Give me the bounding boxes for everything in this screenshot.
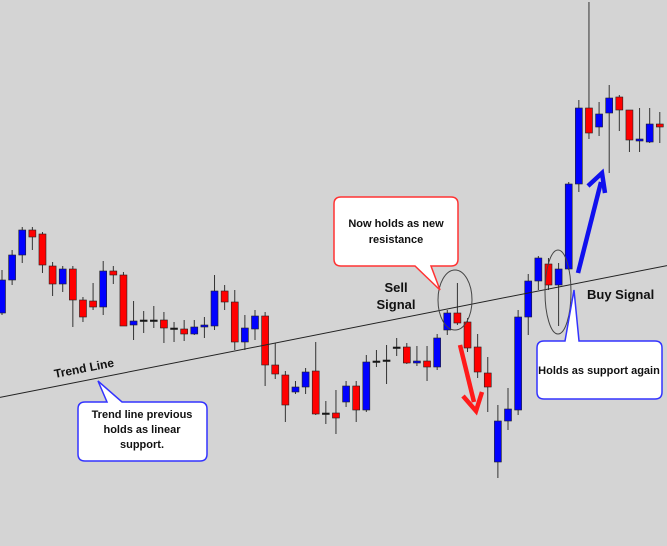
bullish-candle (575, 107, 583, 185)
bearish-candle (48, 265, 57, 285)
bullish-candle (200, 324, 209, 328)
bearish-candle (423, 360, 431, 368)
bearish-candle (69, 268, 77, 301)
bullish-candle (514, 316, 522, 411)
bullish-candle (170, 327, 178, 330)
trend-line (0, 265, 667, 398)
bullish-candle (564, 183, 573, 270)
bearish-candle (79, 299, 87, 318)
trendline-callout: Trend line previous holds as linear suppor… (77, 380, 208, 462)
bearish-candle (160, 319, 168, 329)
bearish-candle (463, 321, 472, 349)
bullish-candle (58, 268, 67, 285)
bullish-candle (534, 257, 543, 282)
bearish-candle (473, 346, 482, 373)
bullish-candle (443, 312, 452, 331)
bullish-candle (554, 268, 563, 286)
bearish-candle (109, 270, 118, 276)
bullish-candle (322, 412, 330, 415)
bullish-candle (392, 346, 401, 349)
bullish-candle (129, 320, 138, 326)
bullish-candle (139, 319, 148, 322)
bullish-candle (8, 254, 16, 281)
bearish-candle (38, 233, 47, 266)
sell-signal-highlight (437, 269, 473, 331)
trend-line-label: Trend Line (53, 356, 116, 381)
support-callout: Holds as support again (536, 289, 663, 400)
bullish-candle (301, 371, 310, 388)
candles (0, 2, 664, 478)
support-note: Holds as support again (538, 365, 660, 377)
bullish-candle (291, 386, 300, 393)
bullish-candle (413, 360, 421, 364)
down-arrow-icon (457, 344, 485, 416)
bullish-candle (190, 326, 199, 335)
bullish-candle (524, 280, 533, 318)
bearish-candle (483, 372, 492, 388)
bullish-candle (251, 315, 259, 330)
bearish-candle (261, 315, 269, 366)
bearish-candle (585, 107, 593, 134)
resistance-callout: Now holds as new resistance (333, 196, 459, 291)
bearish-candle (402, 346, 411, 364)
bearish-candle (230, 301, 239, 343)
bullish-candle (18, 229, 27, 256)
bullish-candle (99, 270, 107, 308)
bearish-candle (332, 412, 340, 419)
bullish-candle (504, 408, 512, 422)
bearish-candle (311, 370, 320, 415)
bearish-candle (271, 364, 280, 375)
bearish-candle (615, 96, 624, 111)
bearish-candle (453, 312, 462, 324)
bearish-candle (220, 290, 229, 303)
bearish-candle (89, 300, 97, 308)
trendline-note: Trend line previous holds as linear suppor… (92, 409, 193, 451)
bullish-candle (241, 327, 249, 343)
bullish-candle (605, 97, 614, 114)
bearish-candle (119, 274, 128, 327)
bullish-candle (342, 385, 350, 403)
bullish-candle (150, 319, 158, 322)
bullish-candle (382, 359, 391, 362)
buy-signal-highlight (544, 249, 572, 335)
bearish-candle (28, 229, 37, 238)
buy-signal-label: Buy Signal (587, 287, 654, 302)
bearish-candle (352, 385, 361, 411)
bullish-candle (362, 361, 371, 411)
bullish-candle (210, 290, 219, 327)
bullish-candle (494, 420, 502, 463)
bullish-candle (0, 279, 6, 314)
bullish-candle (433, 337, 441, 368)
bullish-candle (635, 138, 644, 142)
bullish-candle (595, 113, 603, 128)
bullish-candle (645, 123, 654, 143)
up-arrow-icon (575, 168, 608, 274)
resistance-note: Now holds as new resistance (348, 218, 444, 246)
sell-signal-label: Sell Signal (376, 280, 415, 312)
bearish-candle (625, 109, 634, 141)
bearish-candle (655, 123, 664, 128)
bearish-candle (281, 374, 290, 406)
bullish-candle (372, 360, 381, 363)
bearish-candle (180, 328, 188, 335)
